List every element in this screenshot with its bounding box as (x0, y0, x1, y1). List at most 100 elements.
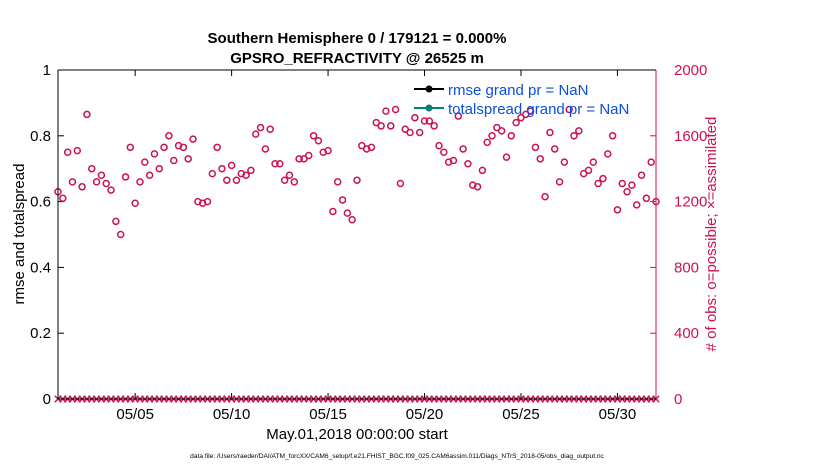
right-tick-label: 1200 (674, 194, 707, 211)
right-tick-label: 0 (674, 391, 682, 408)
possible-obs-point (502, 153, 511, 161)
possible-obs-point (63, 148, 72, 156)
possible-obs-point (333, 178, 342, 186)
plot-area (58, 70, 656, 399)
possible-obs-point (276, 160, 284, 168)
possible-obs-point (348, 215, 356, 224)
possible-obs-point (406, 128, 414, 137)
x-axis-ticks: 05/05 05/10 05/15 05/20 05/25 05/30 (116, 70, 636, 423)
possible-obs-point (309, 132, 318, 140)
possible-obs-point (550, 145, 559, 153)
possible-obs-point (213, 143, 221, 152)
possible-obs-point (184, 155, 192, 163)
possible-obs-point (536, 155, 545, 163)
data-file-footer: data file: /Users/raeder/DAI/ATM_forcXX/… (190, 453, 604, 460)
x-axis-label: May.01,2018 00:00:00 start (266, 426, 448, 443)
right-tick-label: 800 (674, 259, 699, 276)
possible-obs-point (522, 110, 530, 119)
possible-obs-point (449, 156, 458, 165)
possible-obs-point (78, 183, 86, 191)
possible-obs-point (488, 132, 496, 140)
right-tick-label: 2000 (674, 62, 707, 79)
possible-obs-point (401, 125, 409, 133)
possible-obs-point (483, 138, 491, 147)
left-tick-label: 0.6 (30, 194, 51, 211)
possible-obs-point (232, 176, 241, 184)
possible-obs-point (314, 136, 323, 145)
possible-obs-point (280, 176, 289, 184)
chart-subtitle: GPSRO_REFRACTIVITY @ 26525 m (230, 50, 484, 67)
possible-obs-point (642, 194, 651, 203)
possible-obs-point (637, 171, 646, 180)
possible-obs-point (493, 123, 501, 132)
x-tick-label: 05/20 (406, 406, 444, 423)
possible-obs-point (295, 155, 303, 163)
possible-obs-point (546, 128, 554, 137)
x-tick-label: 05/10 (213, 406, 251, 423)
possible-obs-point (647, 158, 655, 166)
possible-obs-point (305, 151, 313, 160)
possible-obs-point (367, 143, 376, 152)
possible-obs-point (145, 171, 154, 180)
possible-obs-point (256, 123, 265, 132)
possible-obs-point (121, 173, 130, 181)
possible-obs-point (343, 209, 352, 217)
possible-obs-point (608, 132, 617, 140)
left-tick-label: 0.8 (30, 128, 51, 145)
legend-rmse-marker (425, 85, 433, 93)
possible-obs-point (203, 197, 212, 206)
possible-obs-point (300, 155, 308, 163)
left-tick-label: 0 (43, 391, 51, 408)
possible-obs-point (131, 199, 139, 207)
possible-obs-point (251, 130, 260, 138)
left-tick-label: 0.4 (30, 259, 51, 276)
possible-obs-point (440, 148, 448, 156)
possible-obs-point (387, 122, 395, 130)
possible-obs-point (324, 146, 332, 155)
right-tick-label: 400 (674, 325, 699, 342)
possible-obs-point (613, 206, 622, 214)
possible-obs-point (632, 201, 641, 209)
possible-obs-point (391, 105, 400, 114)
possible-obs-point (141, 158, 149, 166)
possible-obs-point (285, 171, 294, 180)
possible-obs-point (68, 178, 77, 186)
x-tick-label: 05/25 (502, 406, 540, 423)
possible-obs-point (430, 122, 438, 130)
possible-obs-point (372, 118, 381, 127)
possible-obs-point (271, 160, 279, 168)
possible-obs-point (420, 117, 429, 125)
legend: rmse grand pr = NaN totalspread grand pr… (414, 82, 629, 118)
possible-obs-point (589, 158, 598, 166)
legend-spread-label: totalspread grand pr = NaN (448, 101, 629, 118)
possible-obs-point (512, 118, 520, 127)
possible-obs-point (541, 192, 549, 201)
x-tick-label: 05/05 (116, 406, 154, 423)
legend-spread-marker (425, 104, 433, 112)
possible-obs-point (107, 186, 115, 194)
possible-obs-point (247, 166, 255, 175)
possible-obs-point (150, 150, 159, 158)
possible-obs-series (54, 105, 660, 239)
possible-obs-point (584, 166, 593, 175)
possible-obs-point (102, 179, 110, 188)
possible-obs-point (208, 169, 217, 178)
right-axis-label: # of obs: o=possible; ×=assimilated (703, 117, 720, 352)
possible-obs-point (97, 171, 106, 180)
possible-obs-point (83, 110, 91, 119)
possible-obs-point (290, 178, 299, 186)
x-tick-label: 05/30 (599, 406, 637, 423)
possible-obs-point (227, 161, 236, 170)
possible-obs-point (575, 127, 583, 135)
possible-obs-point (473, 183, 482, 191)
possible-obs-point (165, 132, 173, 140)
possible-obs-point (604, 150, 612, 158)
possible-obs-point (415, 128, 424, 137)
possible-obs-point (396, 179, 405, 188)
possible-obs-point (570, 132, 578, 140)
possible-obs-point (579, 169, 588, 178)
possible-obs-point (560, 158, 569, 166)
possible-obs-point (435, 141, 443, 150)
possible-obs-point (425, 117, 434, 125)
possible-obs-point (73, 146, 82, 155)
